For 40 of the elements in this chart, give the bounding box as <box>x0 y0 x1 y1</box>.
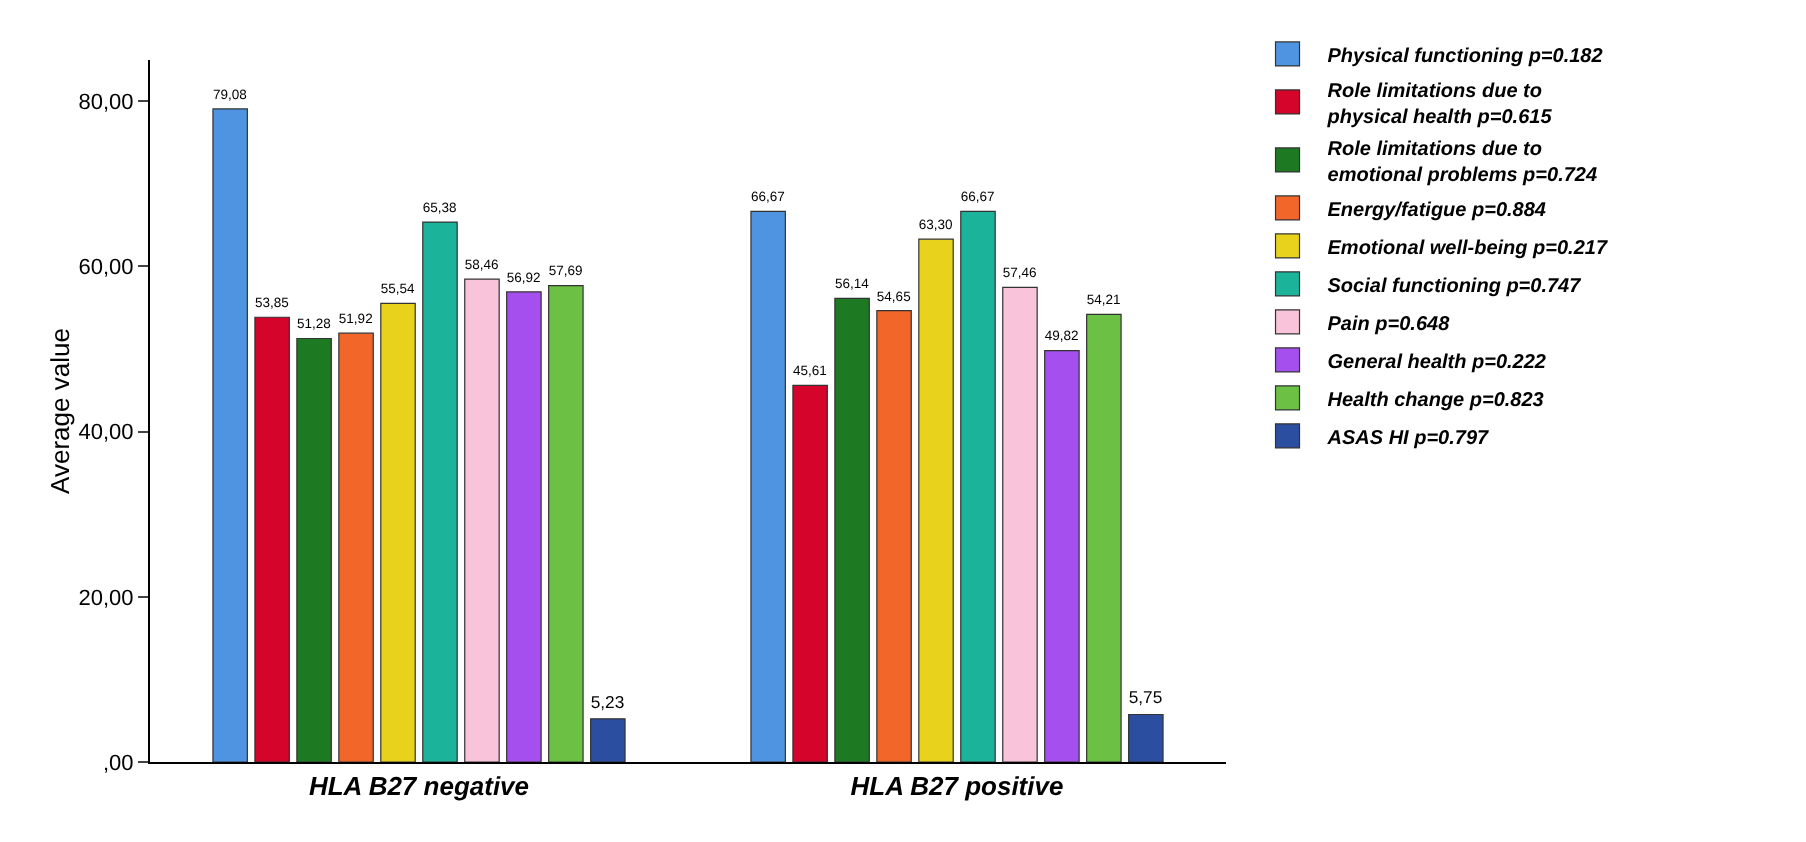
legend-label: Social functioning p=0.747 <box>1327 275 1582 298</box>
bar <box>548 284 584 762</box>
y-tick-label: 80,00 <box>78 91 134 115</box>
legend-label: Health change p=0.823 <box>1327 389 1545 412</box>
bar <box>1086 313 1122 762</box>
bar <box>422 221 458 762</box>
x-tick-label: HLA B27 positive <box>850 771 1064 802</box>
legend-label: Energy/fatigue p=0.884 <box>1327 199 1547 222</box>
legend-label: Pain p=0.648 <box>1327 313 1451 336</box>
legend-label: Role limitations due to emotional problems p=0.724 <box>1327 138 1598 187</box>
legend-label: ASAS HI p=0.797 <box>1325 427 1490 450</box>
bar <box>918 238 954 762</box>
bar <box>464 278 500 762</box>
data-label: 5,75 <box>1128 687 1163 708</box>
bar <box>1002 286 1038 762</box>
bar <box>338 332 374 762</box>
bar <box>380 302 416 762</box>
bar <box>792 384 828 762</box>
data-label: 5,23 <box>590 691 625 712</box>
bar <box>212 108 248 762</box>
legend-label: Role limitations due to physical health p=0.615 <box>1325 80 1553 129</box>
bar <box>1044 349 1080 762</box>
legend-label: Emotional well-being p=0.217 <box>1327 237 1608 260</box>
y-axis-title: Average value <box>44 328 75 494</box>
bar <box>296 337 332 762</box>
y-tick-label: 40,00 <box>78 421 134 446</box>
bar <box>834 297 870 762</box>
y-tick-label: 20,00 <box>78 586 134 611</box>
bar <box>750 210 786 762</box>
bar <box>876 310 912 762</box>
x-tick-label: HLA B27 negative <box>308 771 530 802</box>
legend-label: Physical functioning p=0.182 <box>1327 45 1604 68</box>
bar <box>506 291 542 762</box>
bar <box>254 316 290 762</box>
bar <box>1128 713 1164 762</box>
y-tick-label: 60,00 <box>78 256 134 281</box>
legend-label: General health p=0.222 <box>1327 351 1547 374</box>
bar <box>960 210 996 762</box>
y-tick-label: ,00 <box>103 751 134 776</box>
bar <box>590 718 626 762</box>
